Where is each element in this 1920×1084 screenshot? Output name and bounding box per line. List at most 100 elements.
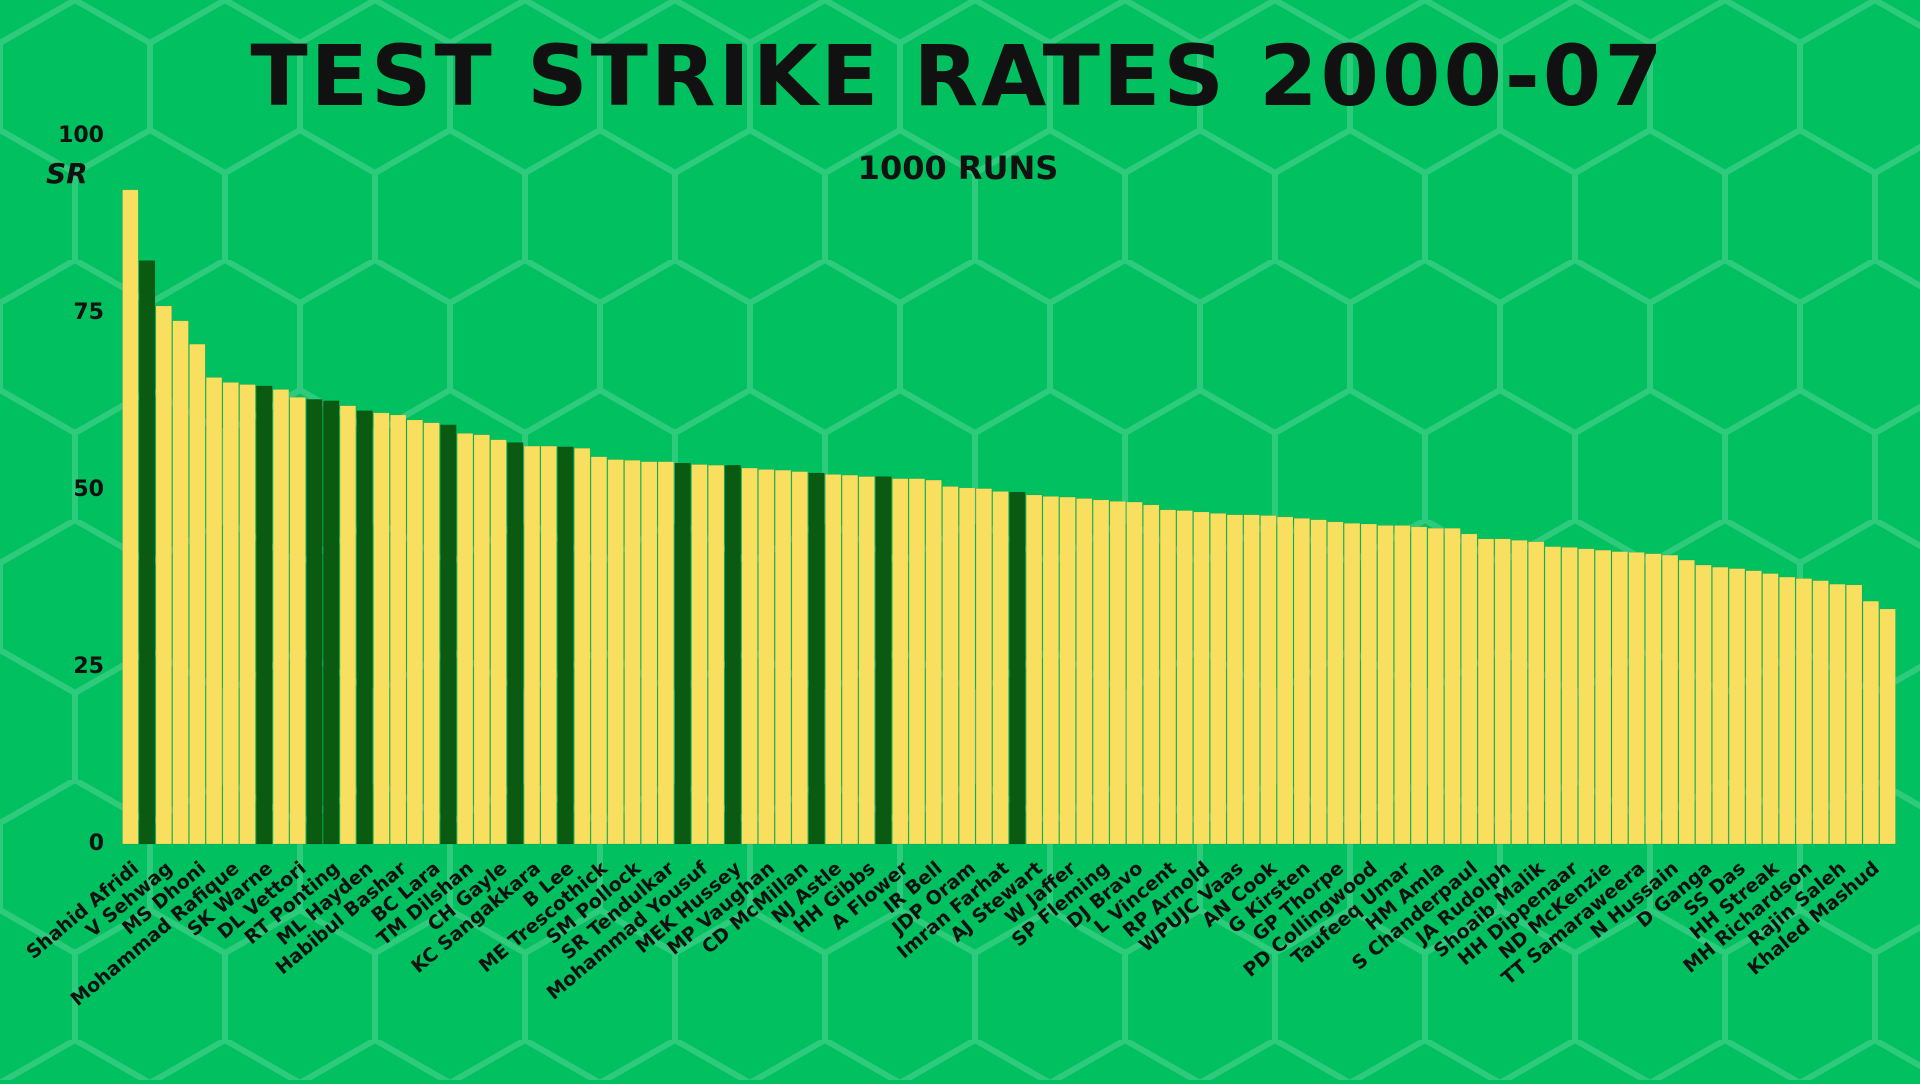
bar	[774, 469, 792, 845]
bar	[1277, 516, 1294, 845]
bar	[908, 478, 926, 845]
bar	[1461, 533, 1478, 845]
bar	[691, 464, 708, 845]
bar	[1009, 491, 1026, 845]
y-axis-label: SR	[46, 157, 88, 190]
bar	[1779, 576, 1796, 845]
bar	[507, 442, 524, 845]
bar	[356, 410, 373, 845]
bar	[1410, 526, 1428, 845]
bar	[222, 382, 239, 845]
bar	[406, 419, 423, 845]
bar	[624, 460, 641, 845]
y-tick-label: 25	[73, 654, 104, 679]
bar	[791, 471, 808, 845]
bar	[1544, 546, 1562, 845]
bar	[741, 467, 758, 845]
bar	[1628, 552, 1645, 845]
bar	[1477, 538, 1495, 845]
bar	[1645, 553, 1662, 845]
bar	[189, 343, 206, 845]
bar	[942, 486, 959, 845]
bar	[1360, 523, 1377, 845]
bar	[1695, 564, 1712, 845]
bar	[138, 260, 156, 845]
bar	[1310, 519, 1327, 845]
bar	[724, 464, 741, 845]
bar	[1812, 580, 1829, 845]
bar	[892, 478, 909, 845]
bar	[557, 446, 574, 845]
bar	[607, 459, 624, 845]
bar	[992, 491, 1009, 845]
bar	[674, 462, 691, 845]
bar	[758, 469, 775, 845]
bar	[1661, 554, 1679, 845]
bar	[272, 389, 290, 845]
bar	[1343, 523, 1361, 845]
bar	[1511, 540, 1528, 845]
bar	[256, 385, 273, 845]
y-tick-label: 100	[58, 123, 104, 148]
bar	[1327, 521, 1344, 845]
bar	[875, 476, 892, 845]
bar	[1126, 501, 1143, 845]
bar	[1176, 510, 1193, 845]
bar	[1879, 608, 1896, 845]
bar	[155, 305, 172, 845]
bar	[1561, 547, 1578, 845]
bar	[1159, 509, 1177, 845]
bar	[1394, 525, 1411, 845]
bar	[925, 479, 942, 845]
bar	[1193, 511, 1210, 845]
bar	[1092, 499, 1110, 845]
chart-subtitle: 1000 RUNS	[858, 149, 1059, 187]
bar	[373, 412, 390, 845]
bar	[1143, 504, 1160, 845]
bar	[1795, 578, 1813, 845]
bar	[490, 439, 507, 845]
bar	[825, 474, 842, 845]
bar	[540, 445, 557, 845]
bar	[641, 461, 658, 845]
bar	[456, 433, 474, 845]
bar	[1025, 494, 1043, 845]
bar	[1377, 525, 1394, 845]
y-tick-label: 0	[89, 831, 104, 856]
bar	[1595, 549, 1612, 845]
bar	[1059, 496, 1076, 845]
bar	[1578, 548, 1595, 845]
bar	[1243, 514, 1260, 845]
bar	[122, 189, 139, 845]
bar	[959, 487, 976, 845]
y-tick-label: 50	[73, 477, 104, 502]
bar	[657, 461, 675, 845]
bar	[172, 320, 189, 845]
bar	[808, 472, 825, 845]
bar	[306, 399, 323, 845]
bar	[858, 476, 875, 845]
bar	[205, 377, 223, 845]
bar	[523, 445, 541, 845]
bar	[239, 384, 256, 845]
bar	[590, 456, 608, 845]
bar	[708, 464, 725, 845]
bar	[1444, 527, 1461, 845]
bar	[1611, 551, 1628, 845]
bar	[1678, 559, 1695, 845]
bar	[1829, 583, 1846, 845]
bar	[1528, 541, 1545, 845]
y-tick-label: 75	[73, 300, 104, 325]
bar	[1109, 501, 1126, 845]
bar	[1226, 514, 1244, 845]
bar	[1494, 538, 1511, 845]
bar	[1762, 573, 1779, 845]
bar	[473, 434, 490, 845]
bar	[289, 397, 306, 845]
bar	[574, 447, 591, 845]
bar	[339, 405, 357, 845]
bar	[1728, 568, 1746, 845]
bar	[1042, 496, 1059, 845]
bar	[1210, 513, 1227, 845]
